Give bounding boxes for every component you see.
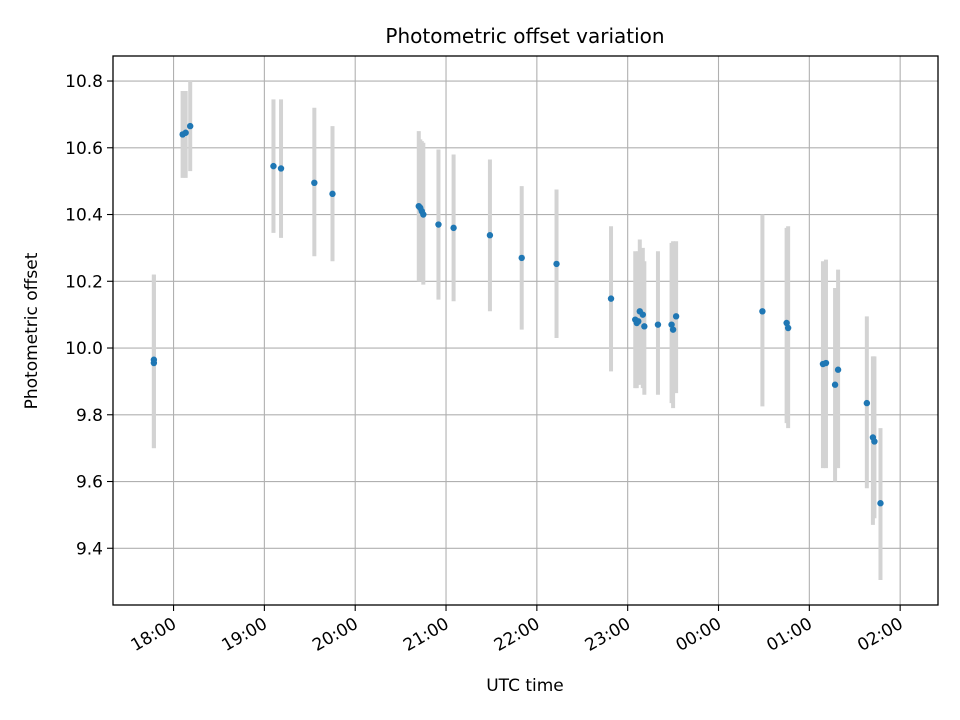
data-point [311,179,318,187]
data-point [607,295,615,302]
data-point [150,356,158,363]
data-point [877,500,884,507]
data-point [831,381,839,388]
point-layer [150,122,884,507]
data-point [450,224,457,232]
data-point [834,366,842,373]
y-tick-label: 10.4 [65,206,103,226]
data-point [784,324,792,332]
data-point [822,359,830,367]
y-tick-label: 9.6 [76,473,103,493]
data-point [635,318,642,325]
data-point [435,221,442,228]
y-tick-label: 9.8 [76,406,103,426]
data-point [654,321,662,328]
data-point [420,211,427,218]
data-point [871,438,878,445]
data-point [277,165,285,172]
y-tick-label: 10.2 [65,272,103,292]
data-point [486,232,494,239]
data-point [329,190,336,198]
data-point [641,323,648,330]
y-tick-label: 9.4 [76,539,103,559]
data-point [270,162,277,170]
data-point [553,260,560,268]
y-tick-label: 10.0 [65,339,103,359]
y-axis-label: Photometric offset [22,252,42,409]
data-point [672,313,680,320]
data-point [187,122,194,130]
data-point [783,319,790,327]
plot-area-frame [112,55,939,606]
data-point [182,129,189,136]
grid [113,56,938,605]
data-point [669,326,677,333]
data-point [518,254,525,262]
x-axis-label: UTC time [486,676,564,696]
data-point [759,308,766,315]
y-tick-label: 10.6 [65,139,103,159]
chart-title: Photometric offset variation [385,24,664,48]
data-point [863,399,871,407]
y-axis-ticks: 9.4 9.6 9.8 10.0 10.2 10.4 10.6 10.8 [65,72,113,559]
data-point [639,311,647,318]
data-point [668,321,675,328]
y-tick-label: 10.8 [65,72,103,92]
